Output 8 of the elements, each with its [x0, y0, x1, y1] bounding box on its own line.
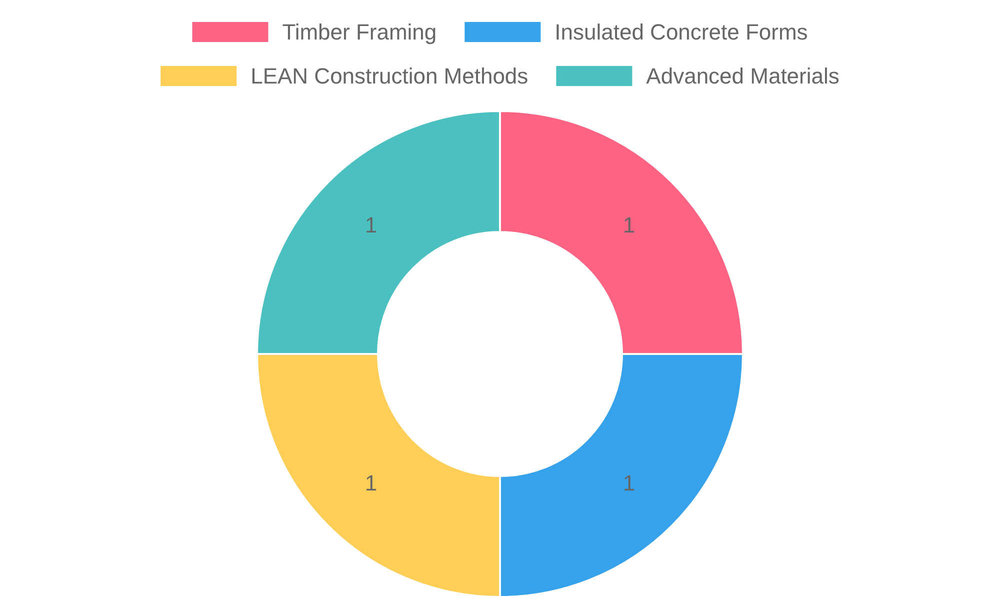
legend-label: Insulated Concrete Forms: [554, 20, 808, 45]
data-label: 1: [364, 470, 378, 496]
data-label: 1: [622, 212, 636, 238]
data-label: 1: [622, 470, 636, 496]
legend-label: Timber Framing: [282, 20, 437, 45]
legend-label: Advanced Materials: [646, 64, 840, 89]
legend-label: LEAN Construction Methods: [250, 64, 528, 89]
data-label: 1: [364, 212, 378, 238]
